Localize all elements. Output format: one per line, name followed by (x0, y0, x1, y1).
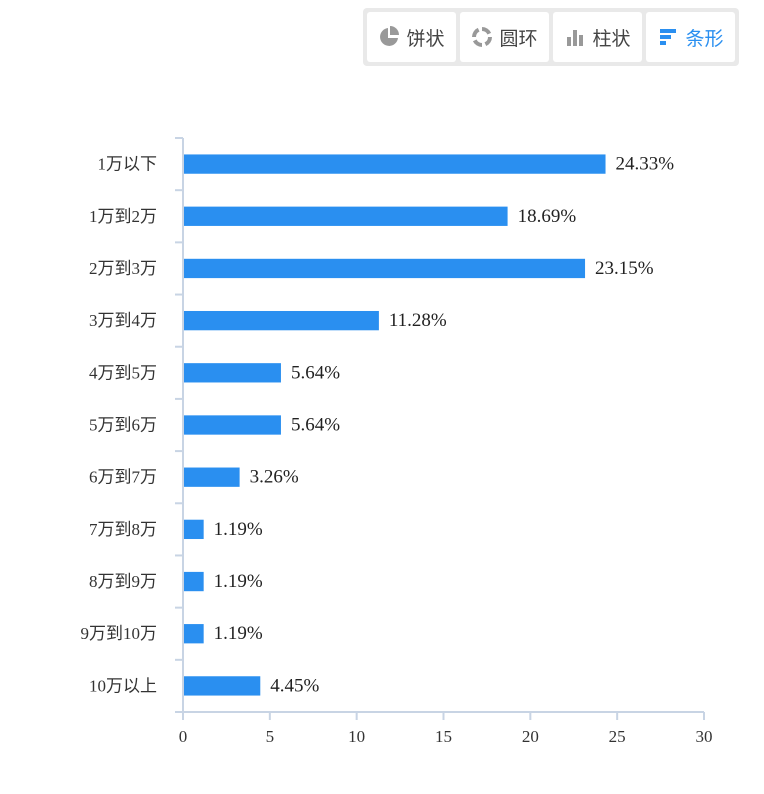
x-tick-label: 15 (435, 727, 452, 746)
data-label: 1.19% (214, 519, 263, 540)
data-label: 4.45% (270, 675, 319, 696)
bar (184, 363, 281, 383)
bar (184, 519, 204, 540)
data-label: 18.69% (518, 206, 577, 227)
bar-chart-label: 条形 (685, 27, 724, 50)
category-label: 1万以下 (98, 155, 158, 174)
bar (184, 571, 204, 592)
bar (184, 624, 204, 644)
column-chart-button[interactable]: 柱状 (553, 12, 642, 62)
category-label: 2万到3万 (89, 259, 157, 278)
data-label: 5.64% (291, 362, 340, 383)
donut-chart-button[interactable]: 圆环 (460, 12, 549, 62)
bar (184, 206, 508, 226)
category-label: 5万到6万 (89, 416, 157, 435)
data-label: 5.64% (291, 415, 340, 436)
category-label: 1万到2万 (89, 207, 157, 226)
category-label: 9万到10万 (81, 624, 158, 643)
bar-icon (657, 26, 679, 48)
data-label: 3.26% (250, 467, 299, 488)
x-tick-label: 0 (179, 727, 188, 746)
data-label: 23.15% (595, 258, 654, 279)
donut-chart-label: 圆环 (499, 27, 538, 50)
data-label: 1.19% (214, 623, 263, 644)
pie-icon (378, 26, 400, 48)
category-label: 3万到4万 (89, 311, 157, 330)
bar (184, 258, 586, 279)
category-label: 6万到7万 (89, 468, 157, 487)
x-tick-label: 30 (696, 727, 713, 746)
category-label: 10万以上 (89, 676, 157, 695)
x-tick-label: 20 (522, 727, 539, 746)
pie-chart-label: 饼状 (406, 27, 445, 50)
x-tick-label: 25 (609, 727, 626, 746)
category-label: 8万到9万 (89, 572, 157, 591)
category-label: 4万到5万 (89, 363, 157, 382)
bar (184, 310, 379, 331)
column-icon (564, 26, 586, 48)
data-label: 11.28% (389, 310, 447, 331)
bar (184, 415, 281, 435)
bar (184, 676, 261, 696)
data-label: 24.33% (616, 154, 675, 175)
bar (184, 467, 240, 487)
bar-chart-button[interactable]: 条形 (646, 12, 735, 62)
x-tick-label: 5 (266, 727, 275, 746)
category-label: 7万到8万 (89, 520, 157, 539)
data-label: 1.19% (214, 571, 263, 592)
pie-chart-button[interactable]: 饼状 (367, 12, 456, 62)
chart-type-toolbar: 饼状 圆环 柱状 条形 (363, 8, 739, 66)
donut-icon (471, 26, 493, 48)
x-tick-label: 10 (348, 727, 365, 746)
bar (184, 154, 606, 174)
column-chart-label: 柱状 (592, 27, 631, 50)
